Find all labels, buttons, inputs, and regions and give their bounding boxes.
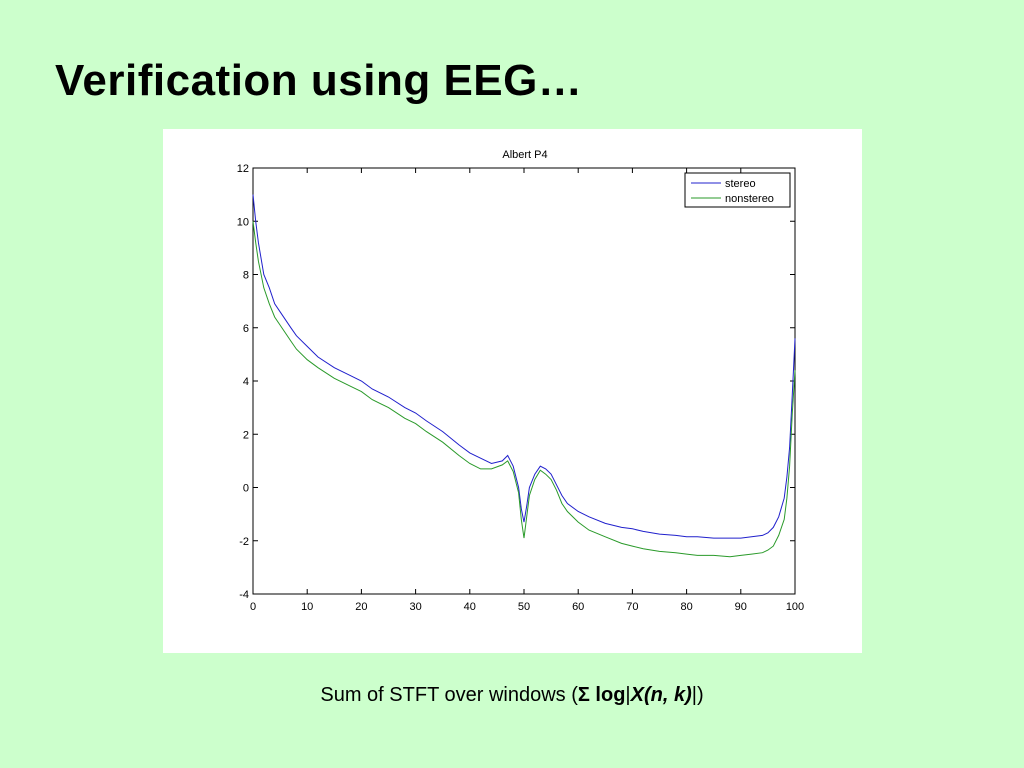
y-tick-label: 4	[243, 376, 249, 388]
y-tick-label: 0	[243, 483, 249, 495]
y-tick-label: -4	[239, 589, 249, 601]
x-tick-label: 90	[735, 601, 747, 613]
x-tick-label: 60	[572, 601, 584, 613]
caption-sigma-log: Σ log	[577, 684, 626, 706]
y-tick-label: 2	[243, 429, 249, 441]
x-tick-label: 40	[464, 601, 476, 613]
series-line-nonstereo	[252, 221, 796, 558]
y-tick-label: -2	[239, 536, 249, 548]
chart-title: Albert P4	[502, 149, 547, 161]
x-tick-label: 30	[409, 601, 421, 613]
caption-bar-left: |	[625, 684, 631, 706]
figure-caption: Sum of STFT over windows (Σ log|X(n, k)|…	[0, 684, 1024, 707]
legend-label-nonstereo: nonstereo	[725, 193, 774, 205]
x-tick-label: 80	[680, 601, 692, 613]
series-line-stereo	[252, 194, 796, 539]
x-tick-label: 100	[786, 601, 804, 613]
y-tick-label: 10	[237, 216, 249, 228]
plot-area-frame	[252, 167, 796, 595]
x-tick-label: 10	[301, 601, 313, 613]
y-tick-label: 6	[243, 323, 249, 335]
chart-figure: Albert P4 -4 -2 0 2 4 6 8 10 12 0 10 20 30 40 50 60 70 8…	[163, 129, 862, 653]
legend-box	[684, 172, 791, 208]
caption-x-expr: X(n, k)	[630, 684, 692, 706]
series-lines	[252, 194, 796, 558]
caption-prefix: Sum of STFT over windows (	[320, 684, 578, 706]
legend-label-stereo: stereo	[725, 178, 756, 190]
slide-title: Verification using EEG…	[55, 56, 583, 105]
caption-bar-right: |	[691, 684, 697, 706]
y-tick-label: 8	[243, 270, 249, 282]
x-tick-label: 70	[626, 601, 638, 613]
x-tick-label: 20	[355, 601, 367, 613]
line-chart: Albert P4 -4 -2 0 2 4 6 8 10 12 0 10 20 30 40 50 60 70 8…	[237, 149, 804, 613]
x-tick-label: 50	[518, 601, 530, 613]
y-tick-label: 12	[237, 163, 249, 175]
x-axis-ticks: 0 10 20 30 40 50 60 70 80 90 100	[250, 168, 804, 613]
legend: stereo nonstereo	[684, 172, 791, 208]
caption-suffix: )	[696, 684, 704, 706]
x-tick-label: 0	[250, 601, 256, 613]
